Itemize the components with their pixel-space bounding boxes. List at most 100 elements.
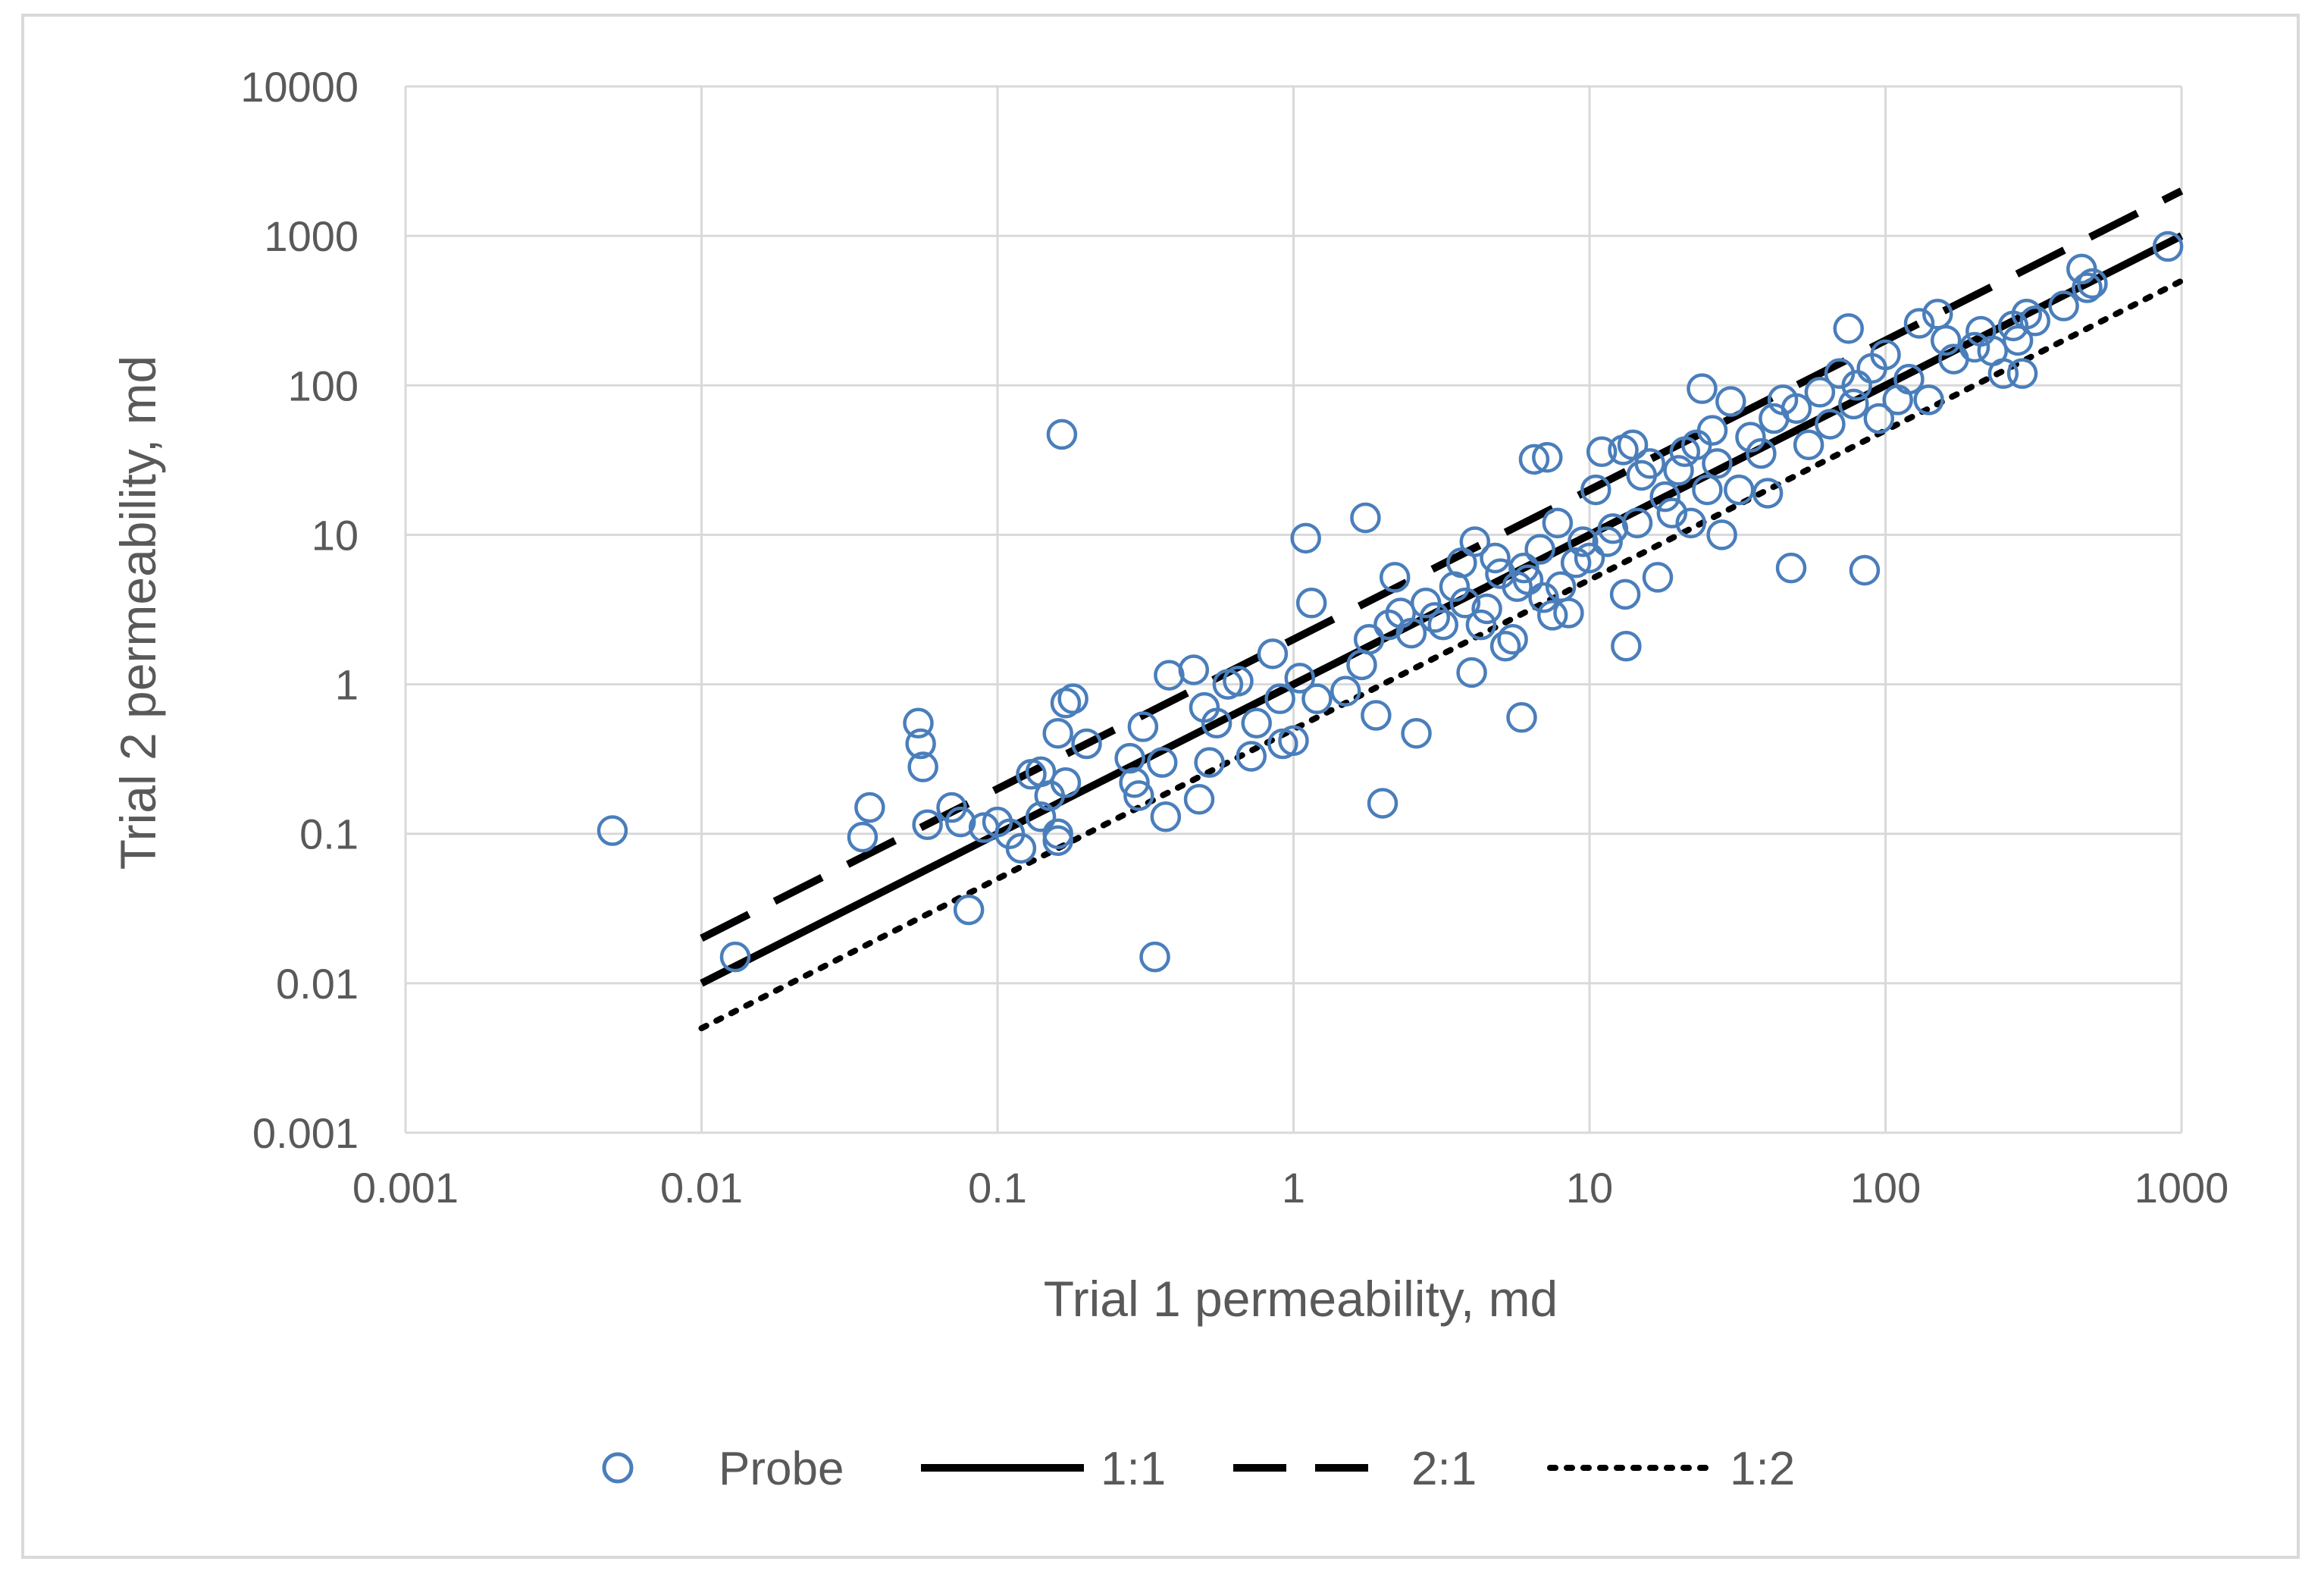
probe-point	[1746, 437, 1777, 469]
x-tick-label: 0.1	[968, 1164, 1027, 1212]
legend-label: Probe	[719, 1443, 844, 1495]
probe-point	[1119, 767, 1150, 798]
probe-point	[1586, 436, 1618, 468]
probe-point	[1775, 552, 1807, 584]
probe-point	[1150, 801, 1182, 832]
probe-point	[1536, 600, 1568, 631]
probe-point	[1284, 663, 1316, 694]
probe-point	[1057, 683, 1088, 714]
probe-point	[1621, 507, 1653, 539]
probe-point	[1696, 415, 1728, 446]
probe-point	[1367, 788, 1398, 819]
probe-point	[1459, 526, 1491, 557]
probe-point	[1580, 474, 1611, 506]
y-tick-label: 0.001	[252, 1109, 359, 1157]
probe-point	[1512, 564, 1544, 596]
probe-point	[907, 751, 938, 782]
probe-point	[1735, 422, 1766, 453]
probe-point	[1449, 588, 1481, 619]
probe-point	[1183, 784, 1215, 815]
probe-point	[1071, 728, 1102, 760]
probe-point	[1592, 526, 1623, 557]
chart-frame	[21, 14, 2300, 1559]
probe-point	[1361, 700, 1392, 731]
probe-point	[1046, 419, 1078, 450]
probe-point	[2072, 272, 2103, 303]
probe-point	[1870, 339, 1901, 371]
probe-point	[1568, 526, 1599, 557]
probe-point	[1574, 542, 1605, 574]
probe-point	[1146, 747, 1178, 778]
probe-point	[1465, 609, 1497, 641]
probe-point	[1560, 547, 1592, 578]
probe-point	[1793, 429, 1824, 460]
x-tick-label: 1	[1282, 1164, 1305, 1212]
x-tick-label: 10	[1566, 1164, 1613, 1212]
probe-point	[1882, 384, 1913, 415]
probe-point	[2077, 268, 2108, 299]
legend-probe-marker	[602, 1452, 634, 1484]
probe-point	[1042, 825, 1073, 856]
probe-point	[1781, 393, 1812, 425]
y-axis-tick-labels: 0.001 0.01 0.1 1 10 100 1000 10000	[240, 63, 359, 1157]
probe-point	[944, 806, 976, 838]
x-axis-tick-labels: 0.001 0.01 0.1 1 10 100 1000	[352, 1164, 2228, 1212]
probe-point	[912, 809, 943, 840]
probe-point	[1114, 742, 1145, 774]
probe-point	[2152, 230, 2184, 262]
probe-point	[1609, 578, 1641, 610]
probe-point	[1489, 630, 1521, 662]
probe-point	[1123, 780, 1154, 811]
probe-point	[1692, 474, 1723, 506]
probe-point	[1649, 481, 1680, 513]
y-tick-label: 0.01	[276, 960, 359, 1008]
probe-point	[1532, 441, 1563, 473]
probe-point	[1687, 373, 1718, 404]
probe-point	[1841, 370, 1872, 401]
probe-point	[1642, 562, 1674, 593]
probe-point	[1959, 331, 1990, 363]
probe-point	[1893, 363, 1925, 395]
x-tick-label: 0.001	[352, 1164, 459, 1212]
probe-point	[1480, 542, 1511, 574]
probe-point	[1804, 377, 1836, 408]
probe-point	[1042, 717, 1073, 749]
probe-point	[1518, 444, 1550, 475]
probe-point	[903, 707, 934, 739]
legend: Probe 1:1 2:1 1:2	[602, 1443, 1795, 1495]
probe-point	[1833, 313, 1864, 344]
probe-point	[1542, 507, 1574, 539]
x-tick-label: 100	[1850, 1164, 1921, 1212]
probe-point	[1236, 741, 1267, 772]
probe-point	[2048, 290, 2079, 321]
probe-point	[1663, 455, 1694, 486]
probe-point	[1194, 747, 1225, 778]
probe-point	[1715, 386, 1746, 417]
probe-point	[1139, 941, 1170, 973]
probe-point	[1553, 597, 1584, 629]
probe-point	[1223, 666, 1254, 697]
probe-point	[1427, 609, 1459, 641]
x-axis-title: Trial 1 permeability, md	[1044, 1271, 1558, 1327]
reference-line-dashed	[700, 187, 2184, 942]
probe-point	[1815, 409, 1846, 440]
probe-point	[1419, 602, 1451, 633]
probe-point	[905, 728, 936, 760]
probe-point	[1301, 683, 1333, 714]
probe-point	[1295, 588, 1327, 619]
probe-point	[1127, 711, 1159, 742]
y-tick-label: 0.1	[299, 810, 359, 858]
probe-point	[1506, 702, 1537, 733]
x-tick-label: 0.01	[660, 1164, 743, 1212]
legend-label: 1:1	[1101, 1443, 1166, 1495]
probe-point	[1702, 448, 1733, 479]
probe-point	[847, 821, 879, 853]
probe-point	[1656, 497, 1688, 528]
probe-point	[1617, 429, 1649, 460]
probe-point	[1471, 593, 1502, 625]
probe-point	[1201, 707, 1232, 739]
probe-point	[953, 894, 985, 926]
y-axis-title: Trial 2 permeability, md	[110, 356, 166, 870]
probe-point	[1241, 707, 1272, 739]
probe-point	[1913, 384, 1944, 415]
